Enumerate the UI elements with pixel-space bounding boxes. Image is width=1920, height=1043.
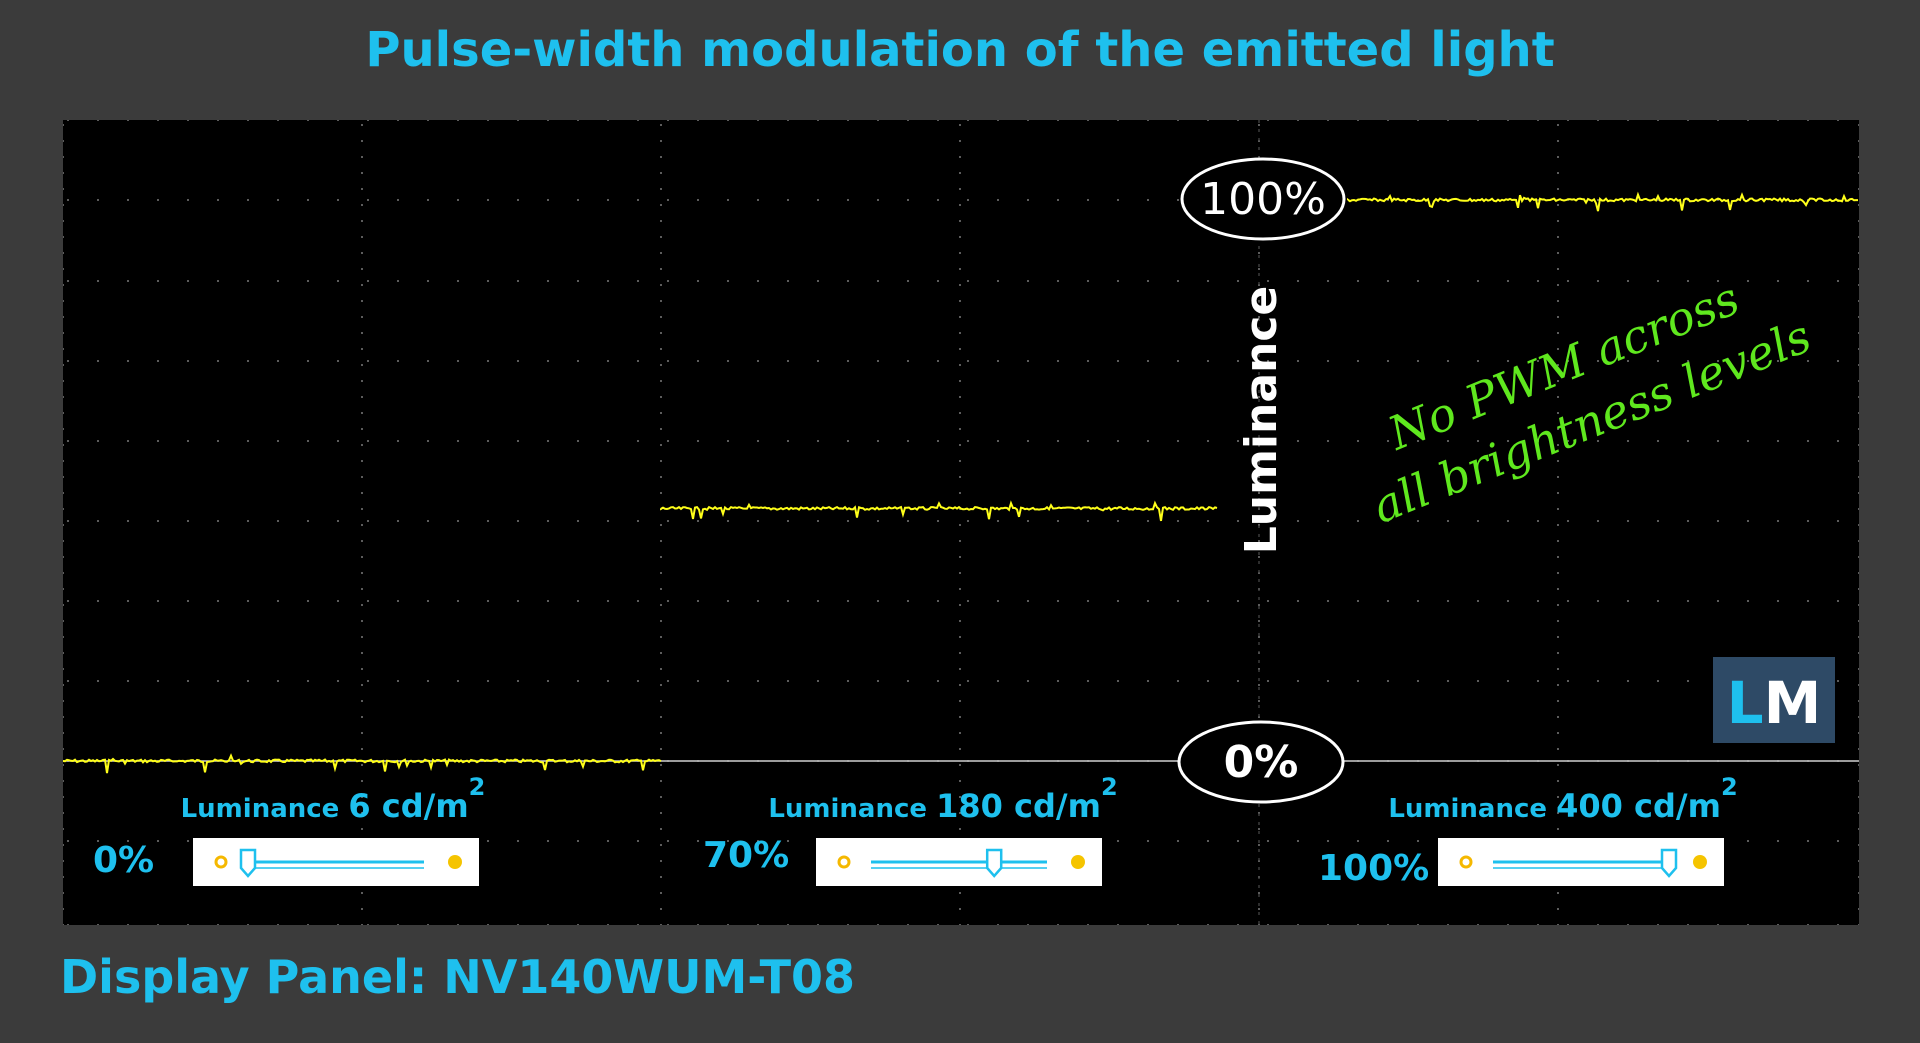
trace-70pct bbox=[660, 500, 1218, 522]
bright-sun-icon bbox=[448, 855, 462, 869]
brightness-panel-2: Luminance 400 cd/m2 100% bbox=[1318, 773, 1738, 889]
brightness-percent: 70% bbox=[703, 835, 789, 876]
trace-100pct bbox=[1347, 191, 1858, 212]
trace-0pct bbox=[63, 753, 662, 774]
luminance-value: 400 cd/m bbox=[1556, 787, 1721, 825]
luminance-readout: Luminance 6 cd/m2 bbox=[181, 773, 486, 825]
brightness-panel-1: Luminance 180 cd/m2 70% bbox=[703, 773, 1118, 886]
bright-sun-icon bbox=[1693, 855, 1707, 869]
luminance-label: Luminance bbox=[181, 794, 349, 824]
luminance-superscript: 2 bbox=[1721, 773, 1738, 801]
chart-title: Pulse-width modulation of the emitted li… bbox=[365, 22, 1555, 78]
oscilloscope-screen: Luminance 100% 0% No PWM across all brig… bbox=[63, 120, 1859, 925]
dim-sun-icon bbox=[1459, 855, 1473, 869]
top-label-text: 100% bbox=[1200, 174, 1326, 225]
dim-sun-icon bbox=[214, 855, 228, 869]
screen-background bbox=[63, 120, 1859, 925]
slider-thumb bbox=[239, 848, 257, 878]
brightness-percent: 0% bbox=[93, 840, 154, 881]
display-panel-label: Display Panel: NV140WUM-T08 bbox=[60, 950, 856, 1004]
luminance-superscript: 2 bbox=[469, 773, 486, 801]
dim-sun-icon bbox=[837, 855, 851, 869]
logo-text: LM bbox=[1727, 669, 1822, 737]
luminance-label: Luminance bbox=[768, 794, 936, 824]
bottom-level-label: 0% bbox=[1177, 720, 1345, 804]
top-level-label: 100% bbox=[1180, 157, 1346, 241]
luminance-readout: Luminance 180 cd/m2 bbox=[768, 773, 1117, 825]
brightness-panels: Luminance 6 cd/m20%Luminance 180 cd/m270… bbox=[93, 773, 1738, 889]
bright-sun-icon bbox=[1071, 855, 1085, 869]
y-axis-label: Luminance bbox=[1236, 286, 1287, 555]
slider-thumb bbox=[985, 848, 1003, 878]
slider-thumb bbox=[1660, 848, 1678, 878]
lm-logo: LM bbox=[1713, 657, 1835, 743]
brightness-panel-0: Luminance 6 cd/m2 0% bbox=[93, 773, 485, 886]
luminance-value: 180 cd/m bbox=[936, 787, 1101, 825]
luminance-label: Luminance bbox=[1388, 794, 1556, 824]
luminance-value: 6 cd/m bbox=[348, 787, 468, 825]
luminance-superscript: 2 bbox=[1101, 773, 1118, 801]
brightness-percent: 100% bbox=[1318, 848, 1429, 889]
bottom-label-text: 0% bbox=[1224, 737, 1299, 788]
traces bbox=[63, 191, 1858, 774]
luminance-readout: Luminance 400 cd/m2 bbox=[1388, 773, 1737, 825]
